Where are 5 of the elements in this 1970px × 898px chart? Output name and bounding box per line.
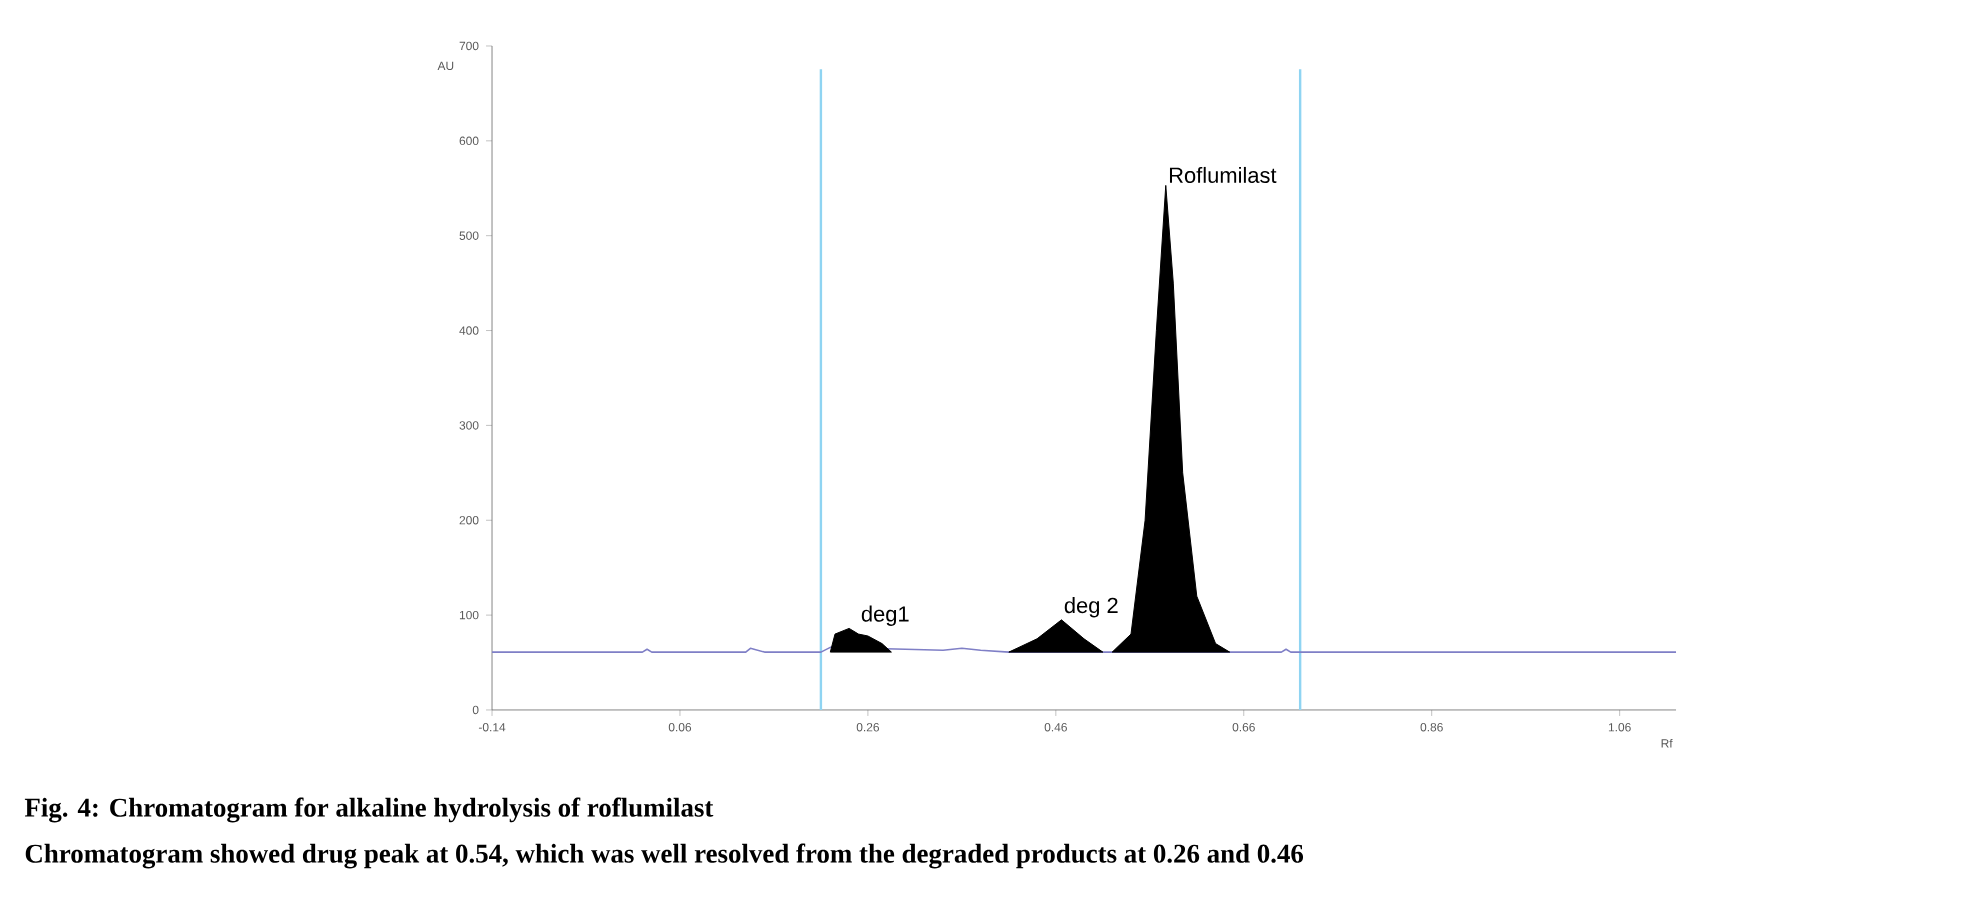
text: Chromatogram showed drug peak at 0.54, which was well resolved from the degraded products at 0.26 and 0.46 bbox=[25, 843, 1304, 869]
annotation: deg1 bbox=[861, 605, 909, 626]
text: Fig. 4: Chromatogram for alkaline hydrolysis of roflumilast bbox=[24, 797, 714, 823]
annotation: Roflumilast bbox=[1169, 166, 1277, 184]
annotation: deg 2 bbox=[1064, 597, 1118, 618]
